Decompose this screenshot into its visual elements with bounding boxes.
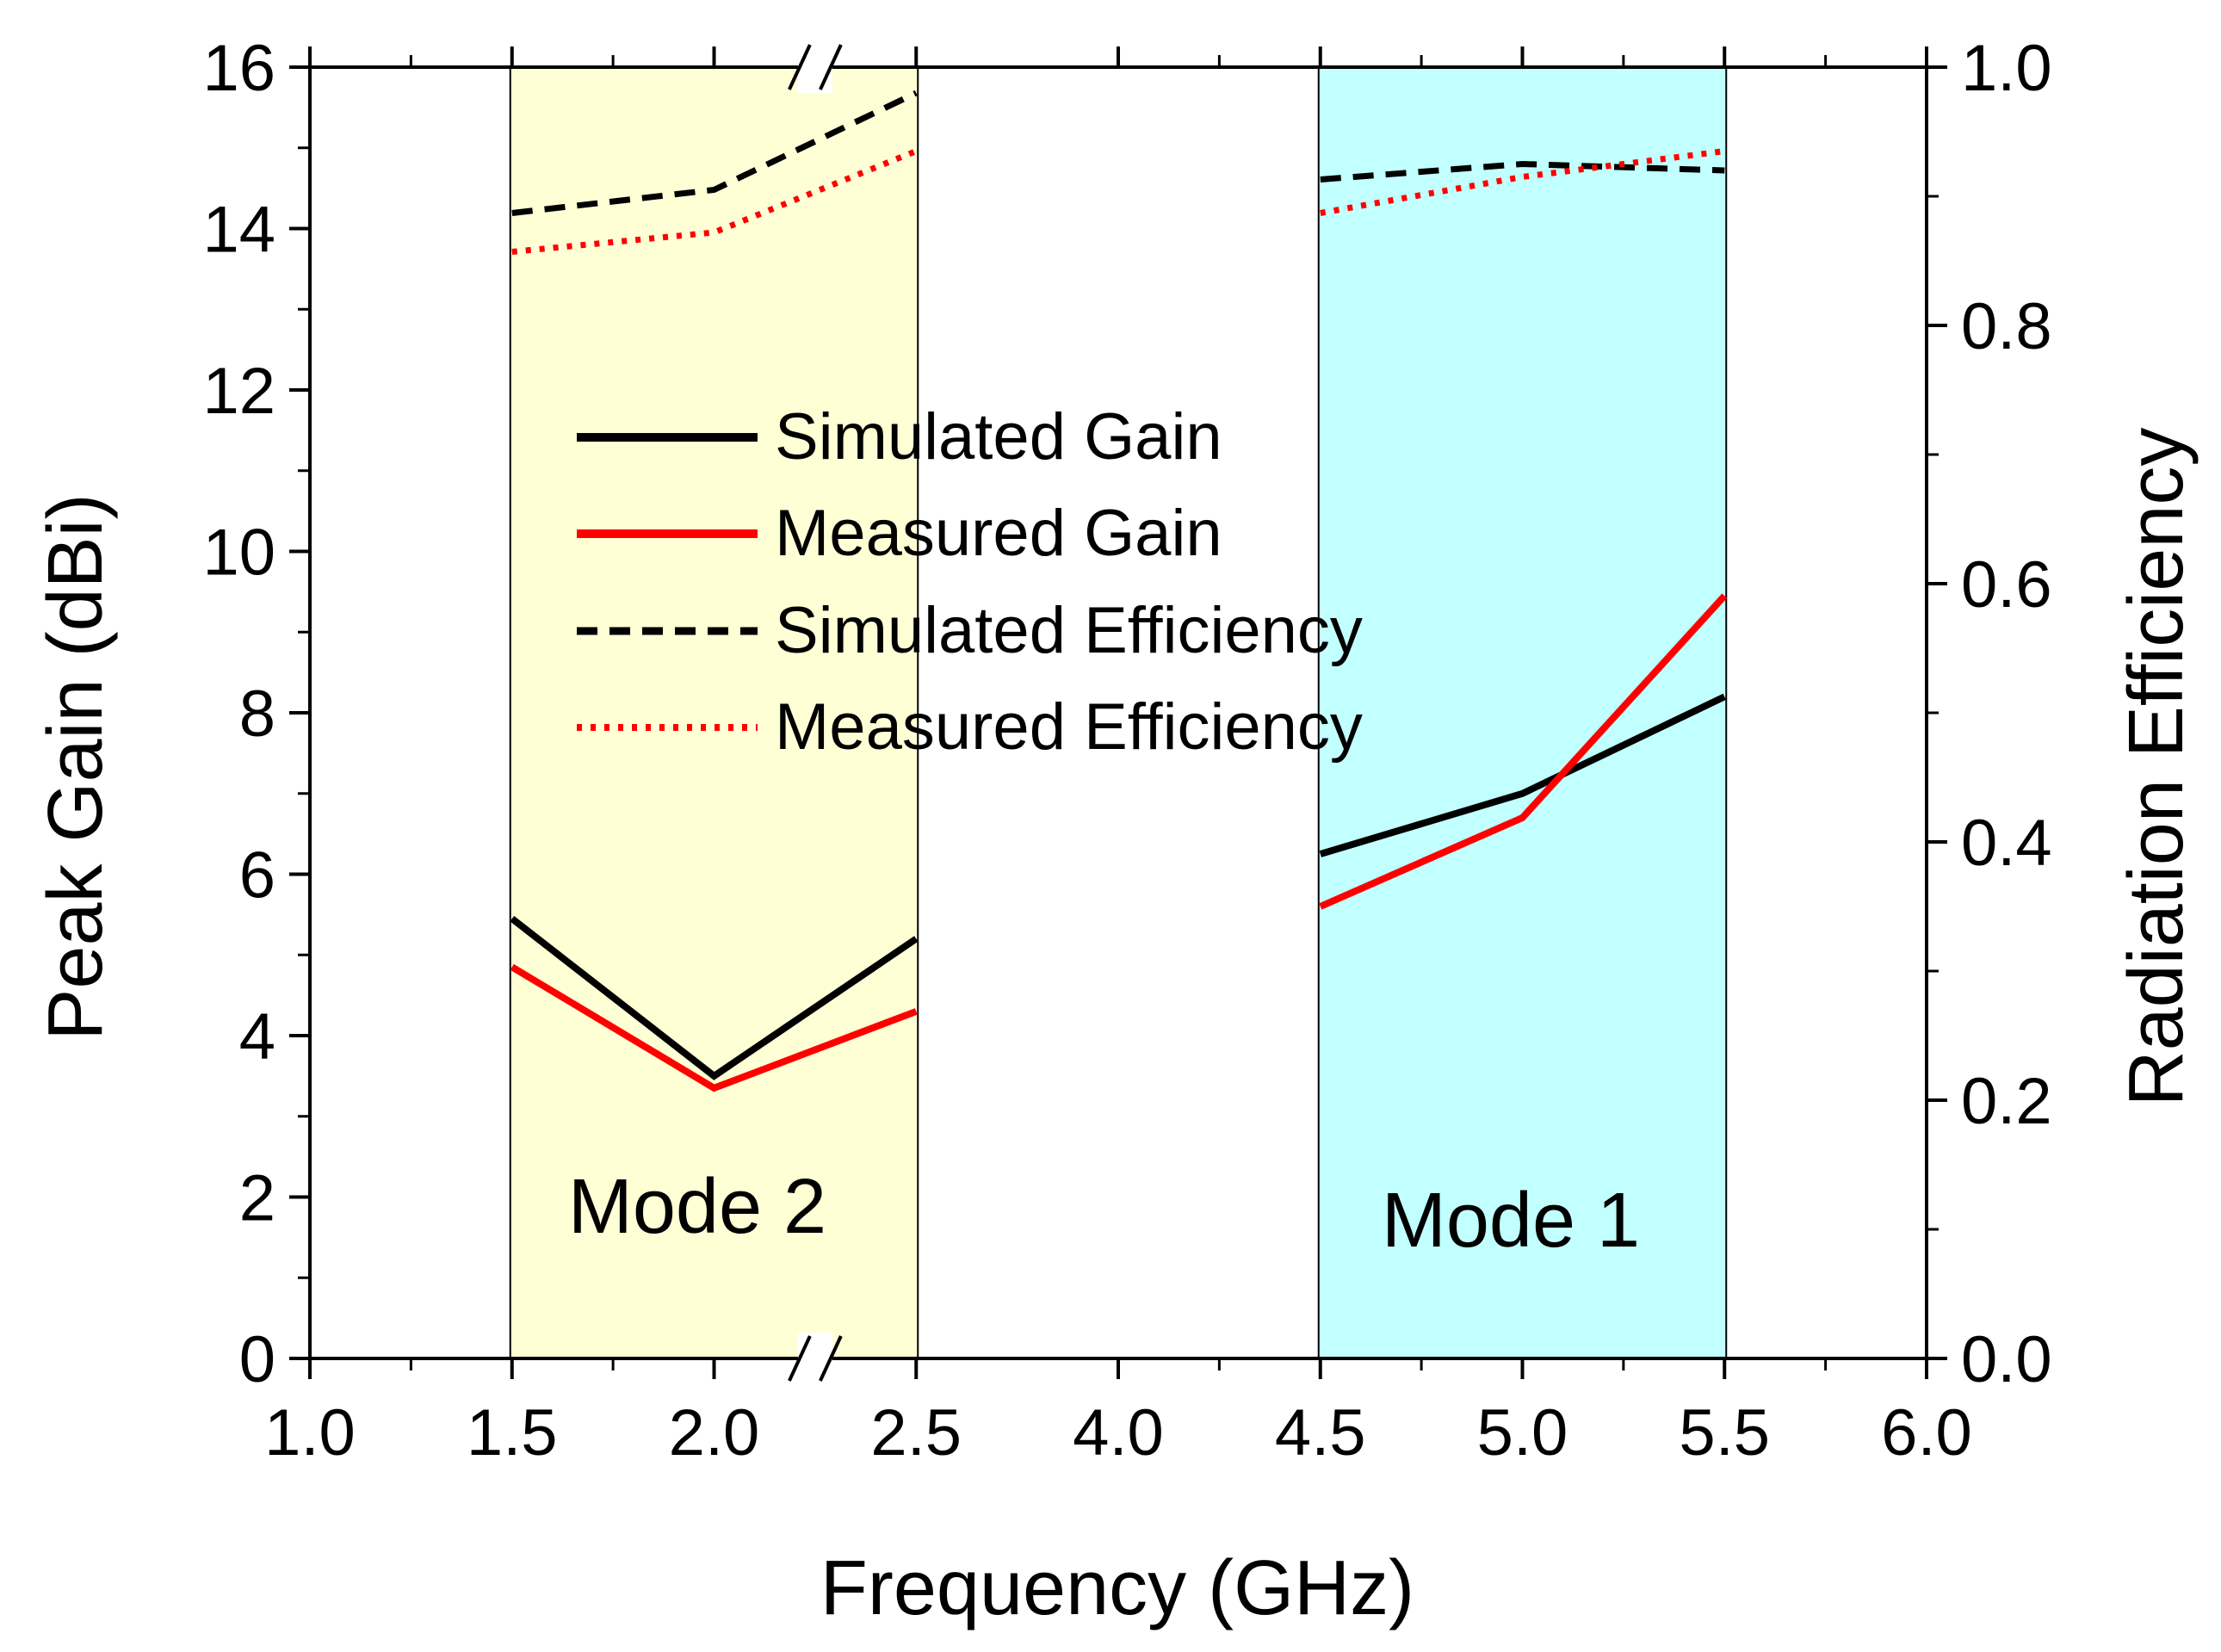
series-measured-efficiency <box>511 148 1725 255</box>
y-right-tick-label-2: 0.4 <box>1961 807 2052 880</box>
axis-break-mark-top-1 <box>788 44 812 90</box>
axis-break-mark-bottom-1 <box>788 1335 812 1382</box>
y-right-tick-label-4: 0.8 <box>1961 290 2052 363</box>
axis-ticks: 1.0 1.5 2.0 2.5 4.0 4.5 5.0 5.5 6.0 0 2 4 6 8 10 12 14 16… <box>202 32 2051 1469</box>
y-right-tick-label-3: 0.6 <box>1961 548 2052 622</box>
y-right-tick-label-1: 0.2 <box>1961 1065 2052 1138</box>
line-simulated-gain-segment-2 <box>1319 693 1727 857</box>
y-right-tick-label-5: 1.0 <box>1961 32 2052 105</box>
x-tick-label-6: 5.0 <box>1477 1396 1568 1469</box>
x-axis-title: Frequency (GHz) <box>820 1545 1414 1631</box>
region-label-mode-1: Mode 1 <box>1382 1178 1640 1264</box>
y-axis-title-left: Peak Gain (dBi) <box>33 493 119 1040</box>
legend-item-simulated-gain: Simulated Gain <box>577 400 1222 473</box>
region-mode-2 <box>509 66 919 1359</box>
y-left-tick-label-1: 2 <box>239 1162 275 1235</box>
line-measured-gain-segment-2 <box>1319 593 1728 910</box>
x-tick-label-0: 1.0 <box>264 1396 356 1469</box>
y-left-tick-label-6: 12 <box>202 355 275 428</box>
legend-item-simulated-efficiency: Simulated Efficiency <box>577 594 1363 667</box>
legend: Simulated Gain Measured Gain Simulated E… <box>577 400 1363 764</box>
x-tick-label-8: 6.0 <box>1881 1396 1972 1469</box>
region-label-mode-2: Mode 2 <box>568 1164 826 1250</box>
legend-item-measured-efficiency: Measured Efficiency <box>577 690 1363 764</box>
series-simulated-gain <box>510 693 1727 1080</box>
line-measured-gain-segment-1 <box>510 963 918 1092</box>
x-tick-label-7: 5.5 <box>1679 1396 1770 1469</box>
y-left-tick-label-7: 14 <box>202 194 275 267</box>
axis-break-gap-bottom <box>797 1333 832 1384</box>
legend-item-measured-gain: Measured Gain <box>577 497 1222 570</box>
axis-break <box>788 41 843 1384</box>
line-measured-efficiency-segment-1 <box>511 148 918 255</box>
y-left-tick-label-4: 8 <box>239 678 275 751</box>
data-series <box>510 90 1728 1092</box>
y-right-tick-label-0: 0.0 <box>1961 1323 2052 1396</box>
legend-label-measured-efficiency: Measured Efficiency <box>775 690 1363 764</box>
x-tick-label-2: 2.0 <box>669 1396 760 1469</box>
x-tick-label-5: 4.5 <box>1275 1396 1366 1469</box>
series-measured-gain <box>510 593 1728 1092</box>
legend-label-simulated-gain: Simulated Gain <box>775 400 1222 473</box>
region-mode-1 <box>1317 66 1728 1359</box>
x-tick-label-4: 4.0 <box>1073 1396 1164 1469</box>
y-left-tick-label-8: 16 <box>202 32 275 105</box>
axis-break-mark-bottom-2 <box>819 1335 843 1382</box>
x-tick-label-1: 1.5 <box>467 1396 558 1469</box>
y-axis-title-right: Radiation Efficiency <box>2113 428 2199 1107</box>
y-left-tick-label-5: 10 <box>202 517 275 590</box>
series-simulated-efficiency <box>511 90 1725 216</box>
mode-regions <box>509 66 1728 1359</box>
line-simulated-gain-segment-1 <box>510 915 919 1080</box>
legend-label-simulated-efficiency: Simulated Efficiency <box>775 594 1363 667</box>
legend-label-measured-gain: Measured Gain <box>775 497 1222 570</box>
axis-break-gap-top <box>797 41 832 93</box>
y-left-tick-label-3: 6 <box>239 839 275 913</box>
y-left-tick-label-0: 0 <box>239 1323 275 1396</box>
y-left-tick-label-2: 4 <box>239 1000 275 1073</box>
axis-break-mark-top-2 <box>819 44 843 90</box>
x-tick-label-3: 2.5 <box>870 1396 962 1469</box>
